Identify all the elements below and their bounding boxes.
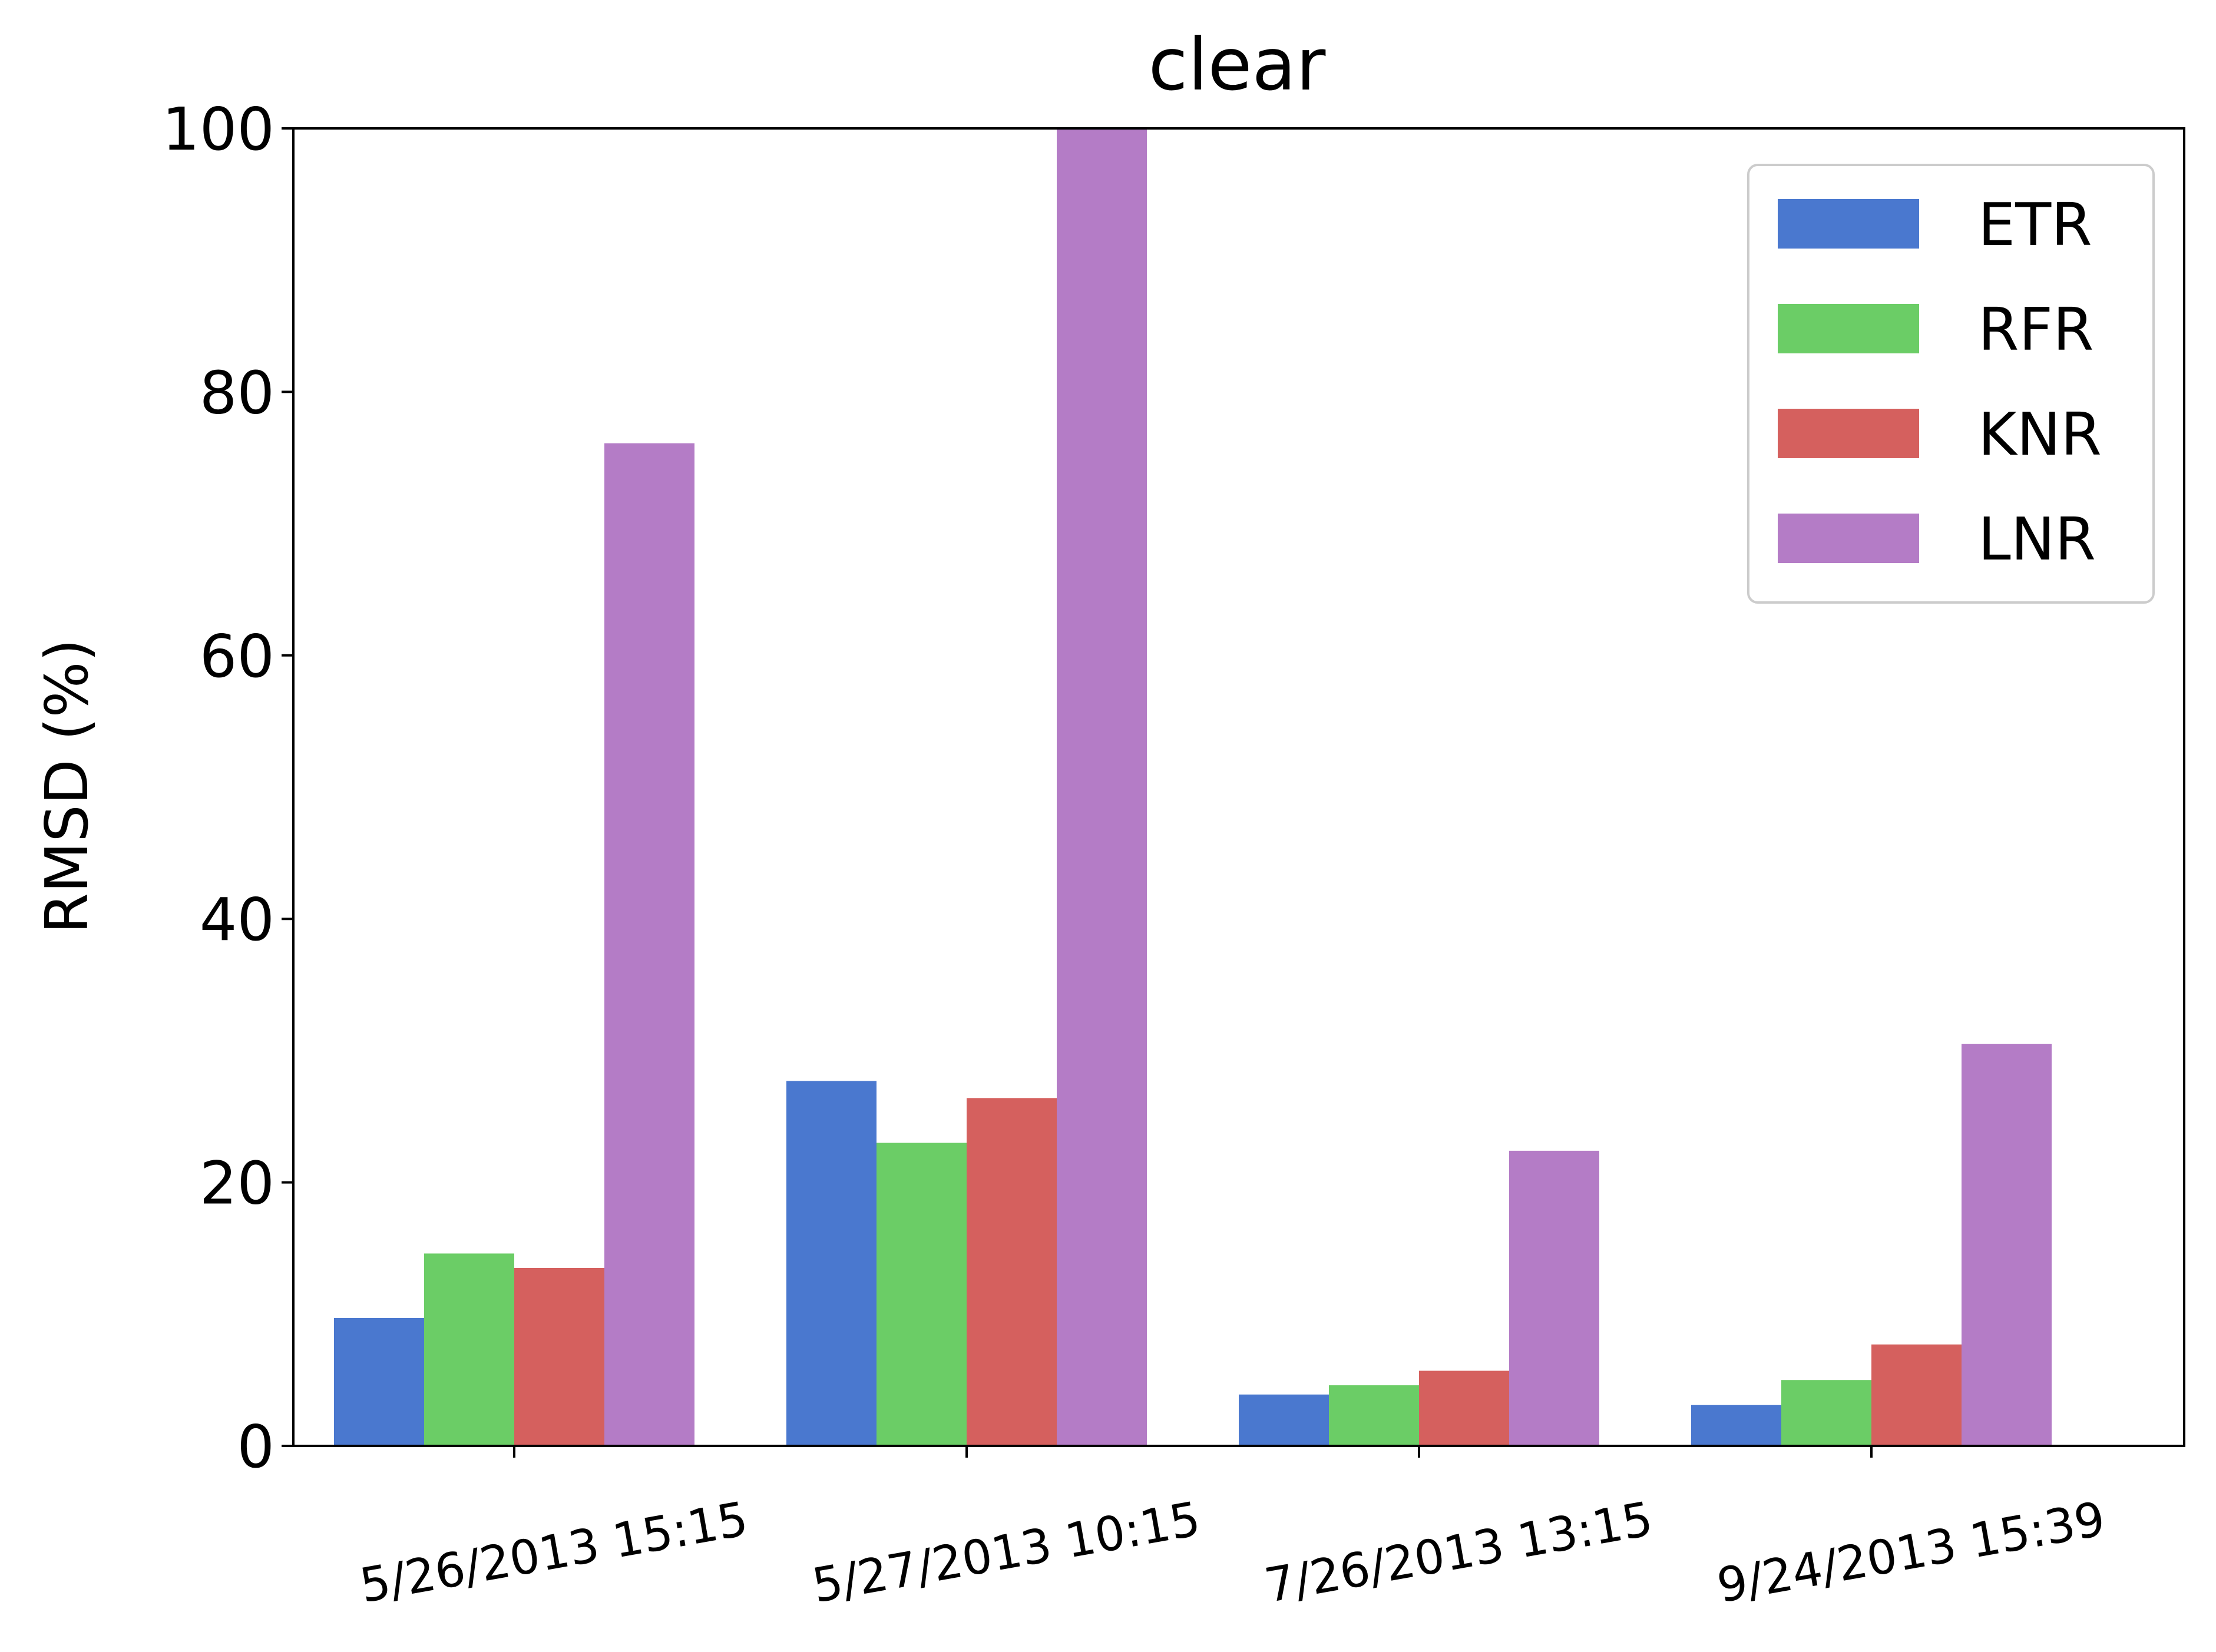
bar-rfr-1 (877, 1143, 967, 1446)
y-tick-label: 60 (200, 622, 274, 691)
y-axis-ticks: 0 20 40 60 80 100 (162, 95, 293, 1481)
chart-title: clear (1149, 23, 1327, 107)
bar-etr-3 (1691, 1405, 1781, 1446)
bar-etr-0 (334, 1318, 424, 1446)
legend: ETR RFR KNR LNR (1747, 164, 2155, 604)
plot-frame (292, 127, 2185, 1447)
bar-rfr-3 (1781, 1380, 1871, 1446)
legend-swatch-lnr (1778, 514, 1919, 563)
bar-lnr-0 (604, 443, 694, 1446)
bar-knr-3 (1871, 1344, 1962, 1446)
y-tick-label: 80 (200, 358, 274, 427)
bar-rfr-0 (424, 1253, 514, 1446)
bars-group (334, 128, 2052, 1446)
legend-label-knr: KNR (1978, 400, 2102, 469)
y-tick-label: 40 (200, 885, 274, 954)
y-axis-label: RMSD (%) (32, 638, 101, 933)
bar-rfr-2 (1329, 1385, 1419, 1446)
legend-box (1747, 164, 2155, 604)
bar-etr-2 (1239, 1394, 1329, 1446)
y-tick-label: 100 (162, 95, 274, 164)
bar-etr-1 (786, 1081, 877, 1446)
bar-lnr-2 (1509, 1150, 1599, 1446)
legend-label-etr: ETR (1978, 190, 2092, 259)
y-tick-label: 20 (200, 1149, 274, 1218)
legend-label-rfr: RFR (1978, 295, 2093, 364)
bar-knr-0 (514, 1268, 604, 1446)
y-tick-label: 0 (237, 1412, 274, 1481)
legend-swatch-etr (1778, 199, 1919, 249)
legend-label-lnr: LNR (1978, 505, 2096, 574)
bar-knr-1 (967, 1098, 1057, 1446)
bar-lnr-1 (1057, 128, 1147, 1446)
legend-swatch-knr (1778, 409, 1919, 458)
bar-knr-2 (1419, 1370, 1509, 1446)
bar-lnr-3 (1962, 1044, 2052, 1446)
legend-swatch-rfr (1778, 304, 1919, 353)
